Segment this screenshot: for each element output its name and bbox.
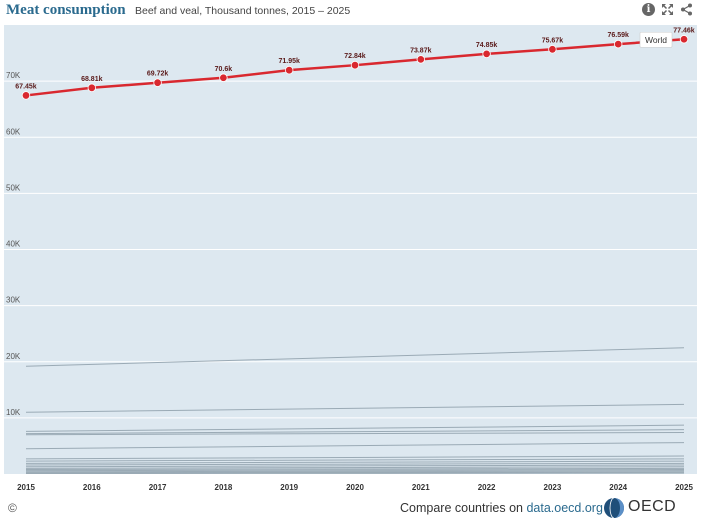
world-data-point [87, 83, 96, 93]
y-tick-label: 70K [6, 71, 21, 80]
background-series-line [25, 429, 685, 435]
background-series-line [25, 464, 685, 468]
background-series-line [25, 470, 685, 473]
compare-text: Compare countries on data.oecd.org [400, 501, 603, 515]
x-tick-label: 2025 [675, 483, 693, 492]
world-data-point [350, 60, 360, 70]
oecd-data-link[interactable]: data.oecd.org [526, 501, 603, 515]
background-series-line [25, 462, 685, 466]
x-tick-label: 2023 [544, 483, 562, 492]
x-tick-label: 2020 [346, 483, 364, 492]
world-data-label: 76.59k [607, 32, 629, 39]
chart-subtitle: Beef and veal, Thousand tonnes, 2015 – 2… [135, 5, 351, 17]
oecd-logo-icon [604, 497, 624, 519]
y-tick-label: 60K [6, 127, 21, 136]
info-icon[interactable]: i [642, 3, 655, 16]
background-series-line [25, 403, 685, 413]
world-data-label: 68.81k [81, 76, 103, 83]
x-tick-label: 2016 [83, 483, 101, 492]
world-data-label: 70.6k [215, 66, 233, 73]
chart-header: Meat consumption Beef and veal, Thousand… [0, 0, 701, 24]
x-tick-label: 2015 [17, 483, 35, 492]
world-data-label: 69.72k [147, 71, 169, 78]
background-series-line [25, 424, 685, 432]
world-data-label: 67.45k [15, 83, 37, 90]
y-tick-label: 50K [6, 183, 21, 192]
y-tick-label: 30K [6, 296, 21, 305]
header-toolbar: i [642, 3, 693, 16]
world-data-label: 77.46k [673, 27, 695, 34]
world-data-label: 75.67k [542, 37, 564, 44]
background-series-line [25, 347, 685, 367]
x-tick-label: 2017 [149, 483, 167, 492]
oecd-logo-text: OECD [628, 498, 677, 515]
world-series-tag [639, 31, 673, 48]
y-tick-label: 40K [6, 240, 21, 249]
world-data-label: 72.84k [344, 53, 366, 60]
world-data-point [416, 55, 425, 64]
chart-title: Meat consumption [6, 2, 126, 18]
y-tick-label: 10K [6, 408, 21, 417]
copyright-icon[interactable]: © [8, 501, 17, 515]
world-data-point [285, 65, 294, 75]
share-icon[interactable] [680, 3, 693, 16]
x-tick-label: 2019 [280, 483, 298, 492]
world-data-point [679, 35, 689, 44]
compare-prefix: Compare countries on [400, 501, 527, 515]
background-series-line [25, 466, 685, 469]
world-data-point [548, 45, 557, 54]
background-series-line [25, 471, 685, 474]
background-series-line [25, 458, 685, 462]
x-tick-label: 2022 [478, 483, 496, 492]
y-tick-label: 20K [6, 352, 21, 361]
x-tick-label: 2024 [609, 483, 627, 492]
background-series-line [25, 467, 685, 471]
world-data-point [153, 78, 162, 87]
world-data-point [21, 91, 31, 100]
expand-icon[interactable] [661, 3, 674, 16]
background-series-line [25, 431, 685, 436]
x-tick-label: 2018 [215, 483, 233, 492]
background-series-line [25, 442, 685, 450]
world-data-point [482, 49, 491, 59]
world-data-label: 73.87k [410, 47, 432, 54]
world-series-name: World [645, 35, 667, 45]
x-tick-label: 2021 [412, 483, 430, 492]
world-data-label: 71.95k [278, 58, 300, 65]
background-series-line [25, 455, 685, 460]
world-data-point [614, 39, 623, 49]
chart-footer: © Compare countries on data.oecd.org OEC… [0, 497, 701, 519]
world-data-label: 74.85k [476, 42, 498, 49]
background-series-line [25, 460, 685, 464]
world-data-point [219, 73, 228, 82]
background-series-line [25, 469, 685, 472]
